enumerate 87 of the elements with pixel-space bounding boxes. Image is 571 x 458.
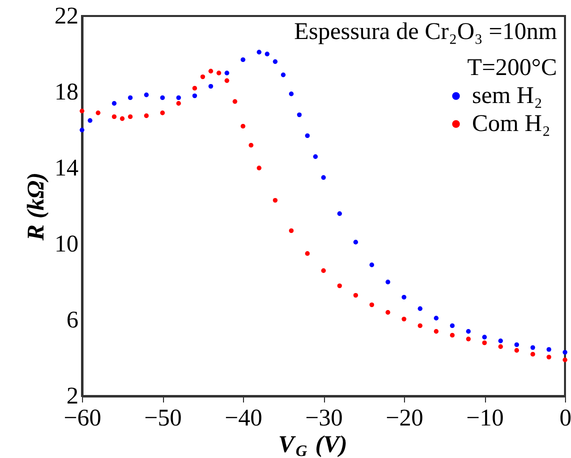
- point: [96, 110, 100, 116]
- point: [240, 124, 246, 129]
- point: [216, 70, 222, 76]
- y-tick-label: 18: [54, 80, 78, 106]
- x-tick-label: −20: [386, 406, 424, 432]
- point: [200, 74, 206, 80]
- point: [297, 112, 302, 118]
- y-tick-label: 6: [66, 308, 78, 334]
- y-tick-label: 22: [54, 4, 78, 30]
- point: [112, 114, 117, 120]
- point: [402, 294, 406, 300]
- x-tick-label: 0: [560, 406, 571, 432]
- point: [224, 70, 230, 76]
- point: [514, 348, 520, 353]
- point: [546, 347, 552, 352]
- point: [176, 95, 181, 100]
- point: [256, 50, 262, 54]
- point: [280, 72, 286, 78]
- y-tick-label: 10: [54, 232, 78, 258]
- point: [80, 128, 84, 132]
- y-tick-label: 14: [54, 156, 78, 182]
- point: [88, 118, 92, 123]
- point: [144, 92, 149, 98]
- point: [232, 99, 238, 104]
- point: [562, 350, 568, 355]
- point: [80, 108, 84, 114]
- point: [208, 84, 214, 89]
- point: [369, 262, 374, 268]
- point: [337, 211, 342, 216]
- point: [434, 329, 439, 334]
- point: [530, 352, 536, 357]
- x-tick-label: −10: [466, 406, 504, 432]
- point: [482, 340, 487, 346]
- x-tick-label: −30: [305, 406, 343, 432]
- point: [418, 306, 422, 311]
- point: [498, 344, 503, 349]
- point: [434, 316, 439, 320]
- point: [482, 334, 487, 340]
- point: [272, 59, 278, 64]
- point: [386, 280, 390, 284]
- point: [466, 329, 471, 334]
- point: [546, 354, 552, 360]
- point: [120, 116, 125, 121]
- point: [144, 113, 149, 118]
- y-axis-title: R (kΩ): [24, 172, 50, 242]
- point: [128, 95, 133, 100]
- point: [305, 133, 310, 138]
- point: [288, 228, 294, 234]
- legend-label: sem H₂: [472, 83, 542, 109]
- legend-label: Com H₂: [472, 111, 550, 137]
- point: [256, 166, 262, 170]
- annotation: T=200°C: [467, 55, 557, 81]
- annotation: Espessura de Cr₂O₃ =10nm: [294, 19, 558, 45]
- x-tick-label: −50: [144, 406, 182, 432]
- point: [224, 78, 230, 83]
- point: [337, 283, 342, 288]
- point: [386, 310, 390, 315]
- point: [353, 240, 358, 244]
- point: [353, 292, 358, 298]
- point: [402, 316, 406, 322]
- point: [562, 358, 568, 362]
- point: [264, 52, 270, 56]
- point: [288, 92, 294, 96]
- point: [530, 345, 536, 350]
- point: [160, 110, 165, 116]
- point: [321, 175, 326, 180]
- point: [305, 251, 310, 256]
- point: [418, 323, 422, 328]
- point: [272, 198, 278, 203]
- point: [192, 93, 198, 98]
- point: [321, 268, 326, 273]
- point: [192, 86, 198, 91]
- point: [208, 68, 214, 74]
- x-tick-label: −40: [224, 406, 262, 432]
- point: [160, 95, 165, 100]
- point: [248, 142, 254, 148]
- point: [176, 101, 181, 106]
- point: [450, 323, 455, 328]
- point: [112, 101, 117, 106]
- point: [369, 302, 374, 308]
- point: [313, 154, 318, 159]
- point: [450, 332, 455, 338]
- point: [498, 338, 503, 344]
- point: [514, 342, 520, 348]
- point: [240, 57, 246, 62]
- point: [466, 336, 471, 342]
- point: [128, 114, 133, 120]
